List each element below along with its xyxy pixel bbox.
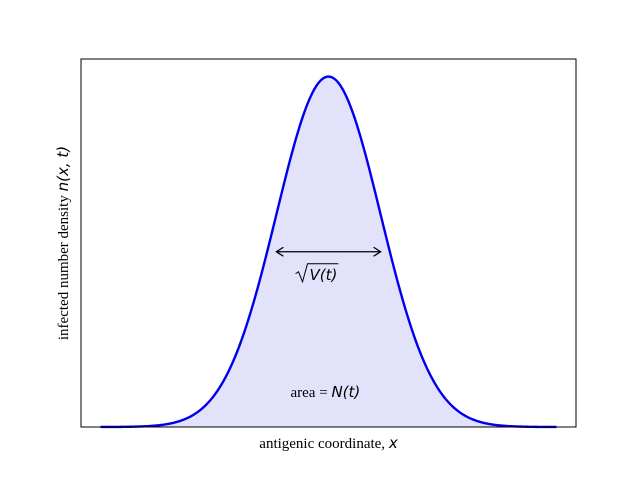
area-label: area = N(t): [291, 383, 361, 401]
area-label-math: N(t): [331, 383, 360, 401]
width-arrow: [275, 246, 382, 257]
x-axis-label: antigenic coordinate, x: [259, 434, 398, 452]
x-axis-label-text: antigenic coordinate,: [259, 436, 389, 452]
density-curve-line: [100, 75, 557, 429]
x-axis-label-math: x: [388, 434, 398, 452]
axes-frame: [80, 58, 577, 428]
y-axis-label-text: infected number density: [56, 191, 72, 340]
width-arrow-head-left: [275, 246, 284, 257]
sqrt-sign-icon: [295, 263, 339, 284]
y-axis-label-math: n(x, t): [54, 146, 72, 192]
y-axis-label: infected number density n(x, t): [54, 146, 72, 340]
width-arrow-head-right: [373, 246, 382, 257]
width-label-text: V(t): [310, 266, 338, 284]
area-label-text: area =: [291, 385, 332, 401]
width-label: V(t): [295, 263, 339, 284]
